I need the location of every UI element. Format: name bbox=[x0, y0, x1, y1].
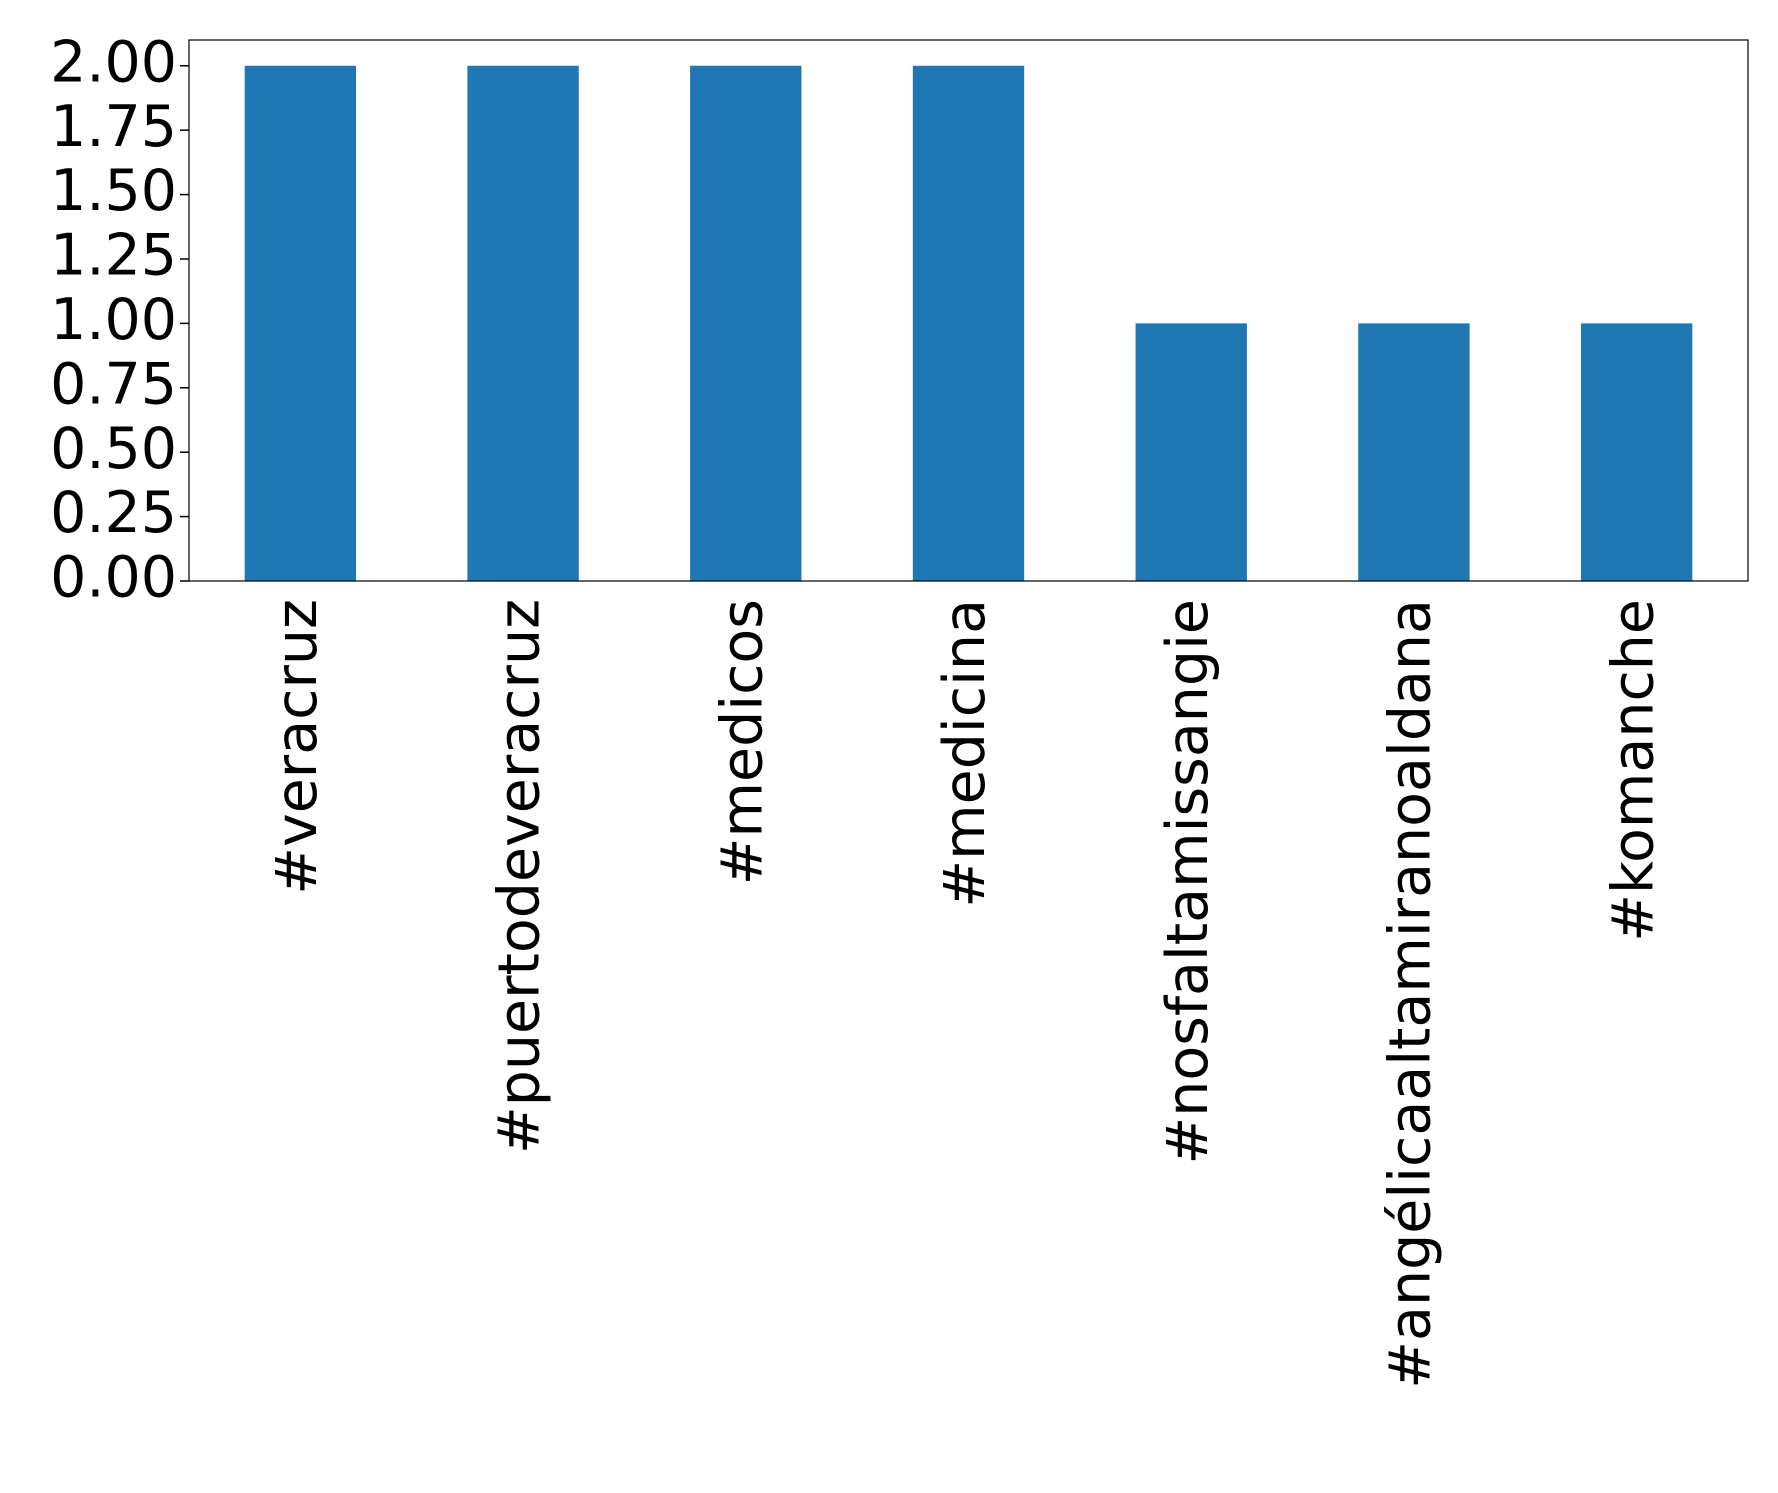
x-tick-label: #angélicaaltamiranoaldana bbox=[1378, 599, 1444, 1389]
y-tick-label: 0.50 bbox=[50, 416, 177, 482]
bar bbox=[1580, 323, 1693, 581]
y-tick-label: 2.00 bbox=[50, 29, 177, 95]
bar bbox=[244, 65, 357, 581]
y-tick-label: 0.25 bbox=[50, 480, 177, 546]
plot-frame bbox=[188, 39, 1749, 582]
y-tick-label: 1.75 bbox=[50, 94, 177, 160]
x-tick-label: #medicina bbox=[932, 599, 998, 908]
bar bbox=[467, 65, 579, 581]
x-tick-label: #puertodeveracruz bbox=[487, 599, 553, 1154]
y-tick-label: 1.25 bbox=[50, 223, 177, 289]
y-tick-label: 0.75 bbox=[50, 351, 177, 417]
x-tick-label: #medicos bbox=[709, 599, 775, 885]
bar bbox=[912, 65, 1025, 581]
y-tick-label: 1.00 bbox=[50, 287, 177, 353]
y-tick-label: 1.50 bbox=[50, 158, 177, 224]
bar bbox=[690, 65, 802, 581]
bar bbox=[1135, 323, 1247, 581]
x-tick-label: #nosfaltamissangie bbox=[1155, 599, 1221, 1164]
x-tick-label: #veracruz bbox=[264, 599, 330, 895]
bar bbox=[1358, 323, 1470, 581]
y-tick-label: 0.00 bbox=[50, 545, 177, 611]
x-tick-label: #komanche bbox=[1600, 599, 1666, 942]
